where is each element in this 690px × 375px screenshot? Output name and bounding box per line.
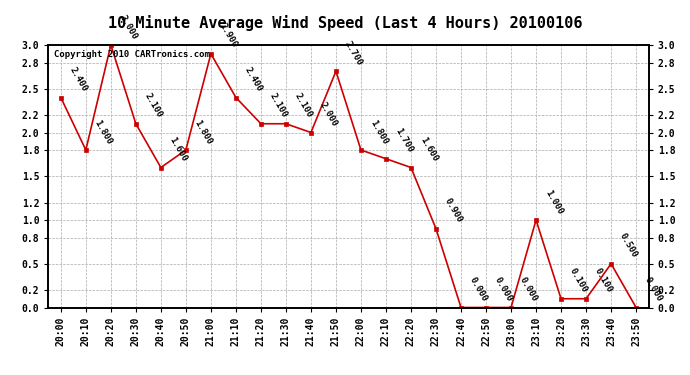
Text: 0.000: 0.000 xyxy=(468,276,489,303)
Text: 2.000: 2.000 xyxy=(318,100,339,128)
Text: 1.800: 1.800 xyxy=(193,118,214,146)
Text: 0.100: 0.100 xyxy=(593,267,614,295)
Text: 2.900: 2.900 xyxy=(218,22,239,50)
Text: 0.000: 0.000 xyxy=(518,276,539,303)
Text: Copyright 2010 CARTronics.com: Copyright 2010 CARTronics.com xyxy=(55,50,210,59)
Text: 2.100: 2.100 xyxy=(268,92,289,120)
Text: 2.400: 2.400 xyxy=(243,66,264,93)
Text: 0.500: 0.500 xyxy=(618,232,639,260)
Text: 1.700: 1.700 xyxy=(393,127,414,154)
Text: 3.000: 3.000 xyxy=(118,13,139,41)
Text: 1.000: 1.000 xyxy=(543,188,564,216)
Text: 2.400: 2.400 xyxy=(68,66,89,93)
Text: 0.100: 0.100 xyxy=(568,267,589,295)
Text: 1.600: 1.600 xyxy=(168,135,189,164)
Text: 2.700: 2.700 xyxy=(343,39,364,67)
Text: 0.000: 0.000 xyxy=(493,276,514,303)
Text: 2.100: 2.100 xyxy=(293,92,314,120)
Text: 1.600: 1.600 xyxy=(418,135,439,164)
Text: 0.000: 0.000 xyxy=(643,276,664,303)
Text: 2.100: 2.100 xyxy=(143,92,164,120)
Text: 1.800: 1.800 xyxy=(368,118,389,146)
Text: 0.900: 0.900 xyxy=(443,197,464,225)
Text: 1.800: 1.800 xyxy=(92,118,114,146)
Text: 10 Minute Average Wind Speed (Last 4 Hours) 20100106: 10 Minute Average Wind Speed (Last 4 Hou… xyxy=(108,15,582,31)
